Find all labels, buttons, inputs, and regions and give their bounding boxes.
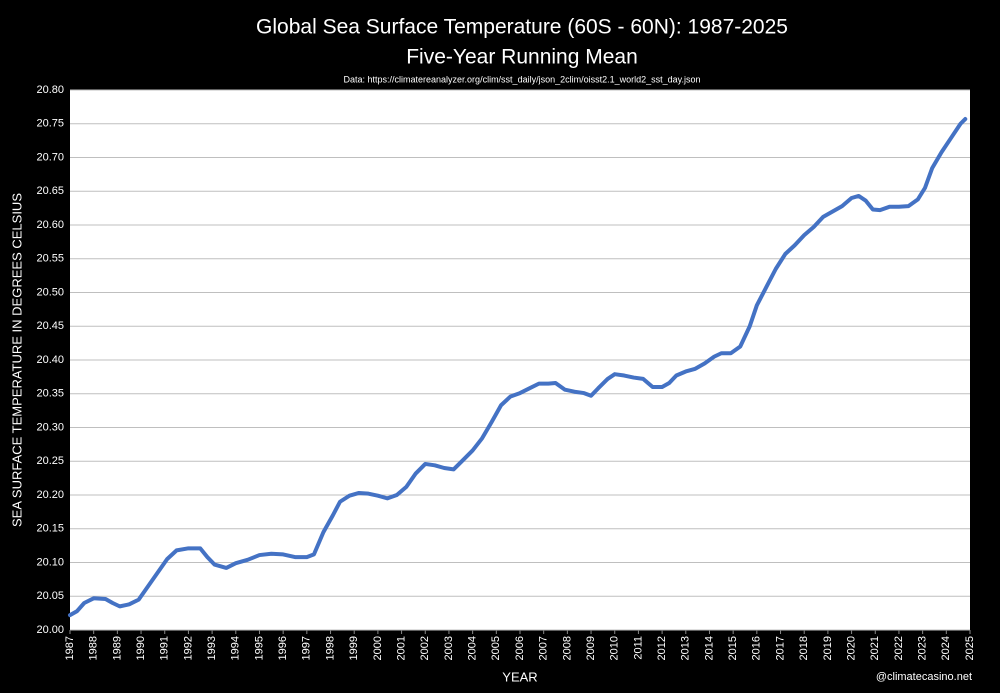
x-tick-label: 2018 xyxy=(798,636,810,660)
x-tick-label: 2005 xyxy=(490,636,502,660)
x-tick-label: 2025 xyxy=(964,636,976,660)
chart-title: Global Sea Surface Temperature (60S - 60… xyxy=(256,16,788,39)
source: Data: https://climatereanalyzer.org/clim… xyxy=(344,74,701,84)
y-tick-label: 20.40 xyxy=(36,354,64,366)
y-tick-label: 20.65 xyxy=(36,185,64,197)
y-tick-label: 20.55 xyxy=(36,253,64,265)
x-tick-label: 2010 xyxy=(609,636,621,660)
y-tick-label: 20.30 xyxy=(36,421,64,433)
x-tick-label: 2001 xyxy=(395,636,407,660)
x-tick-label: 2013 xyxy=(680,636,692,660)
x-tick-label: 1989 xyxy=(111,636,123,660)
x-tick-label: 2002 xyxy=(419,636,431,660)
y-tick-label: 20.15 xyxy=(36,523,64,535)
x-tick-label: 1994 xyxy=(230,636,242,660)
x-tick-label: 1995 xyxy=(253,636,265,660)
x-tick-label: 2015 xyxy=(727,636,739,660)
x-tick-label: 2004 xyxy=(467,636,479,660)
y-tick-label: 20.45 xyxy=(36,320,64,332)
x-tick-label: 2012 xyxy=(656,636,668,660)
x-axis-label: YEAR xyxy=(502,669,537,684)
x-tick-label: 1991 xyxy=(159,636,171,660)
x-tick-label: 2009 xyxy=(585,636,597,660)
x-tick-label: 2003 xyxy=(443,636,455,660)
x-tick-label: 2022 xyxy=(893,636,905,660)
x-tick-label: 1993 xyxy=(206,636,218,660)
x-tick-label: 2021 xyxy=(869,636,881,660)
y-tick-label: 20.05 xyxy=(36,590,64,602)
y-axis-label: SEA SURFACE TEMPERATURE IN DEGREES CELSI… xyxy=(9,193,24,527)
x-tick-label: 2000 xyxy=(372,636,384,660)
x-tick-label: 2017 xyxy=(774,636,786,660)
x-tick-label: 2006 xyxy=(514,636,526,660)
x-tick-label: 1996 xyxy=(277,636,289,660)
x-tick-label: 1999 xyxy=(348,636,360,660)
x-tick-label: 1998 xyxy=(324,636,336,660)
y-tick-label: 20.20 xyxy=(36,489,64,501)
x-tick-label: 1990 xyxy=(135,636,147,660)
x-tick-label: 2007 xyxy=(538,636,550,660)
y-tick-label: 20.50 xyxy=(36,286,64,298)
y-tick-label: 20.70 xyxy=(36,151,64,163)
x-tick-label: 2014 xyxy=(703,636,715,660)
x-tick-label: 2020 xyxy=(845,636,857,660)
x-tick-label: 2008 xyxy=(561,636,573,660)
y-tick-label: 20.00 xyxy=(36,624,64,636)
y-tick-label: 20.60 xyxy=(36,219,64,231)
x-tick-label: 2011 xyxy=(632,636,644,660)
x-tick-label: 2024 xyxy=(940,636,952,660)
y-tick-label: 20.25 xyxy=(36,455,64,467)
x-tick-label: 1997 xyxy=(301,636,313,660)
x-tick-label: 1987 xyxy=(64,636,76,660)
x-tick-label: 2023 xyxy=(917,636,929,660)
watermark: @climatecasino.net xyxy=(876,671,972,683)
x-tick-label: 2019 xyxy=(822,636,834,660)
y-tick-label: 20.10 xyxy=(36,556,64,568)
chart-subtitle: Five-Year Running Mean xyxy=(406,46,638,69)
x-tick-label: 2016 xyxy=(751,636,763,660)
x-tick-label: 1992 xyxy=(182,636,194,660)
y-tick-label: 20.80 xyxy=(36,84,64,96)
x-tick-label: 1988 xyxy=(88,636,100,660)
y-tick-label: 20.35 xyxy=(36,388,64,400)
line xyxy=(68,117,968,618)
y-tick-label: 20.75 xyxy=(36,118,64,130)
